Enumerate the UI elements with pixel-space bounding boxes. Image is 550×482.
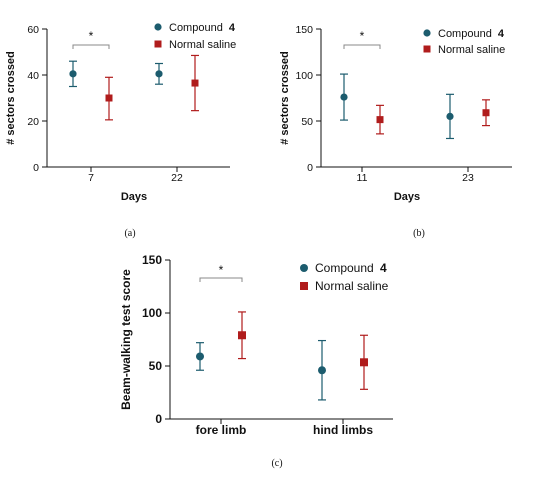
y-tick-label: 100 bbox=[142, 306, 162, 320]
chart-b: 0 50 100 150 11 23 # sectors crossed Days * Compo… bbox=[279, 24, 512, 239]
legend-marker-saline bbox=[300, 282, 308, 290]
legend-label-compound-prefix: Compound bbox=[169, 22, 226, 34]
panel-caption: (a) bbox=[124, 228, 135, 239]
y-tick-label: 40 bbox=[27, 70, 39, 82]
y-tick-label: 60 bbox=[27, 24, 39, 36]
y-tick-label: 150 bbox=[295, 24, 313, 36]
y-tick-label: 100 bbox=[295, 70, 313, 82]
y-tick-label: 150 bbox=[142, 253, 162, 267]
y-axis-title: Beam-walking test score bbox=[119, 269, 133, 410]
chart-a: 0 20 40 60 7 22 # sectors crossed Days * Compound… bbox=[5, 22, 236, 239]
x-tick-label: 7 bbox=[88, 172, 94, 184]
y-tick-label: 0 bbox=[307, 162, 313, 174]
legend-label-compound-number: 4 bbox=[229, 22, 236, 34]
legend-label-compound-number: 4 bbox=[380, 261, 387, 275]
data-point-saline bbox=[482, 109, 490, 117]
significance-bracket bbox=[343, 44, 381, 49]
panel-caption: (b) bbox=[413, 228, 425, 239]
significance-star: * bbox=[360, 29, 365, 43]
y-tick-label: 0 bbox=[33, 162, 39, 174]
data-point-compound bbox=[318, 366, 326, 375]
legend-label-compound-prefix: Compound bbox=[438, 28, 495, 40]
significance-bracket bbox=[72, 44, 110, 49]
data-point-saline bbox=[360, 358, 368, 367]
legend-marker-compound bbox=[300, 264, 308, 272]
y-tick-label: 0 bbox=[155, 412, 162, 426]
y-tick-label: 50 bbox=[301, 116, 313, 128]
legend-marker-saline bbox=[154, 40, 162, 48]
data-point-saline bbox=[191, 79, 199, 87]
legend-label-saline: Normal saline bbox=[315, 279, 389, 293]
x-tick-label: hind limbs bbox=[313, 423, 373, 437]
legend-marker-compound bbox=[154, 23, 162, 31]
x-axis-title: Days bbox=[394, 191, 420, 203]
significance-star: * bbox=[89, 29, 94, 43]
y-tick-label: 50 bbox=[149, 359, 163, 373]
legend-label-compound: Compound 4 bbox=[169, 22, 236, 34]
data-point-saline bbox=[238, 331, 246, 340]
legend-label-saline: Normal saline bbox=[438, 44, 505, 56]
data-point-compound bbox=[196, 352, 204, 361]
legend-marker-saline bbox=[423, 45, 431, 53]
legend-label-compound: Compound 4 bbox=[315, 261, 387, 275]
x-tick-label: 11 bbox=[357, 172, 368, 184]
chart-c: 0 50 100 150 fore limb hind limbs Beam-walking… bbox=[119, 253, 393, 469]
data-point-saline bbox=[105, 94, 113, 102]
legend-label-compound-number: 4 bbox=[498, 28, 505, 40]
legend-marker-compound bbox=[423, 29, 431, 37]
legend-label-compound-prefix: Compound bbox=[315, 261, 377, 275]
data-point-saline bbox=[376, 116, 384, 124]
legend-label-compound: Compound 4 bbox=[438, 28, 505, 40]
data-point-compound bbox=[155, 70, 163, 78]
legend-label-saline: Normal saline bbox=[169, 39, 236, 51]
x-tick-label: fore limb bbox=[196, 423, 247, 437]
data-point-compound bbox=[340, 93, 348, 101]
y-tick-label: 20 bbox=[27, 116, 39, 128]
y-axis-title: # sectors crossed bbox=[279, 51, 291, 145]
data-point-compound bbox=[446, 112, 454, 120]
significance-bracket bbox=[199, 277, 243, 282]
significance-star: * bbox=[219, 263, 224, 277]
x-tick-label: 23 bbox=[462, 172, 474, 184]
x-tick-label: 22 bbox=[171, 172, 183, 184]
panel-caption: (c) bbox=[271, 458, 282, 469]
x-axis-title: Days bbox=[121, 191, 147, 203]
data-point-compound bbox=[69, 70, 77, 78]
y-axis-title: # sectors crossed bbox=[5, 51, 17, 145]
